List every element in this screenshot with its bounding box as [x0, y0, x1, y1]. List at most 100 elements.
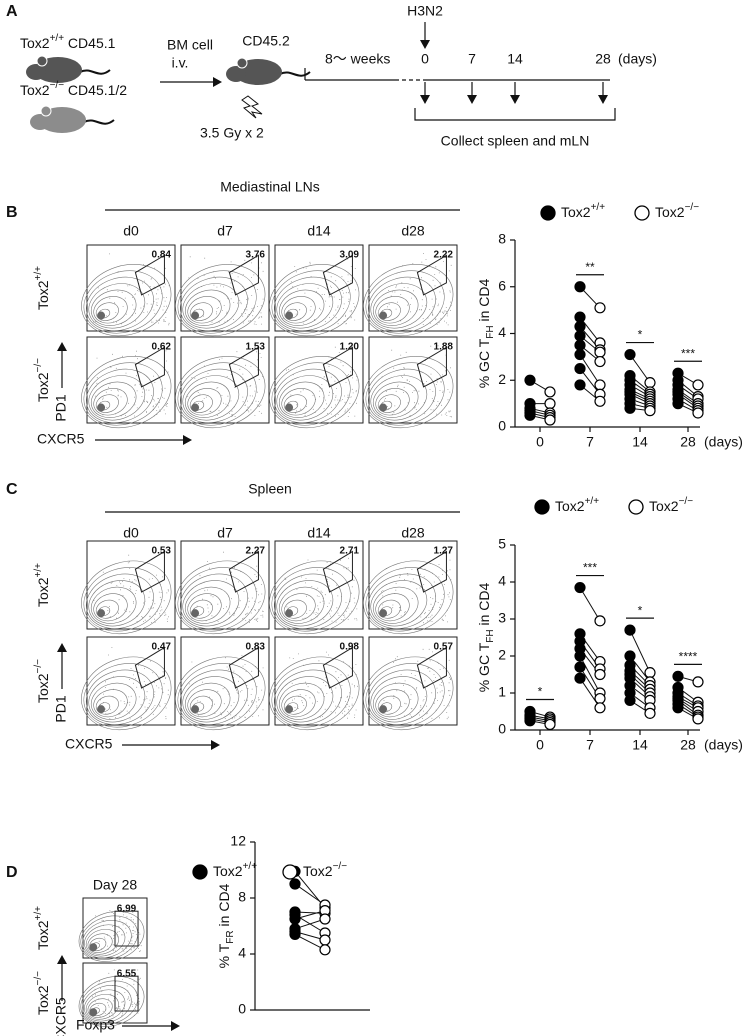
y-tick-label: 0 [498, 418, 506, 434]
flow-contour [88, 676, 146, 723]
data-point [624, 402, 636, 414]
data-point [644, 405, 656, 417]
flow-core [191, 609, 200, 618]
data-point [574, 281, 586, 293]
legend-label-part: −/− [333, 861, 348, 872]
data-point [594, 692, 606, 705]
flow-contour [363, 264, 454, 336]
flow-core [285, 705, 294, 714]
flow-contour [83, 663, 163, 728]
data-point [289, 928, 301, 941]
data-point [672, 398, 684, 410]
flow-core [97, 705, 106, 714]
arrow-head [467, 95, 477, 104]
y-tick-label: 0 [238, 1001, 246, 1017]
data-point [594, 355, 606, 368]
significance-label: * [638, 328, 643, 342]
x-axis-label: Foxp3 [76, 1017, 115, 1033]
column-label: d28 [401, 525, 425, 541]
flow-gate [134, 646, 165, 689]
mouse-head [26, 64, 46, 80]
flow-contour [177, 663, 257, 728]
y-axis-title-part: FH [485, 629, 496, 642]
column-label: d0 [123, 525, 139, 541]
flow-core [285, 609, 294, 618]
significance-label: * [538, 685, 543, 699]
gate-value: 0.83 [246, 642, 266, 653]
data-point [574, 362, 586, 375]
flow-contour [365, 270, 445, 334]
legend-label: Tox2−/− [649, 496, 693, 514]
flow-contour [368, 368, 436, 423]
panel-letter: A [6, 3, 18, 20]
infection-label: H3N2 [407, 3, 443, 19]
row-label-part: +/+ [33, 266, 44, 281]
flow-core [379, 403, 388, 412]
flow-contour [368, 669, 436, 725]
y-axis-title-part: in CD4 [476, 583, 492, 630]
data-point [692, 407, 704, 419]
flow-contour [187, 296, 222, 324]
flow-contour [276, 580, 334, 627]
wait-label: 8～ weeks [325, 51, 390, 67]
pair-line [579, 587, 601, 622]
y-tick-label: 2 [498, 647, 506, 663]
data-point [544, 386, 556, 398]
flow-contour [81, 560, 172, 634]
x-tick-label: 7 [586, 737, 594, 753]
flow-contour [175, 356, 266, 428]
legend-marker [282, 864, 298, 880]
y-axis-title-part: FH [485, 325, 496, 338]
y-axis-title-part: % GC T [476, 642, 492, 692]
row-label: Tox2−/− [33, 971, 51, 1015]
x-tick-label: 14 [632, 737, 648, 753]
flow-core [379, 311, 388, 320]
legend-label-part: +/+ [585, 496, 600, 507]
legend-label-part: Tox2 [555, 498, 585, 514]
pair-line [629, 629, 651, 673]
legend-marker [534, 499, 550, 515]
gate-value: 0.53 [152, 546, 172, 557]
mouse-tail [279, 71, 311, 77]
flow-contour [276, 375, 334, 421]
panel-letter: D [6, 864, 18, 881]
row-label: Tox2+/+ [33, 906, 51, 950]
flow-gate [322, 346, 353, 388]
data-point [544, 718, 556, 731]
flow-contour [278, 586, 325, 624]
flow-contour [368, 276, 436, 331]
flow-contour [278, 289, 325, 326]
flow-contour [184, 682, 231, 720]
flow-contour [180, 368, 248, 423]
arrow-head [598, 95, 608, 104]
y-axis-title-part: in CD4 [476, 279, 492, 326]
flow-contour [377, 599, 401, 619]
flow-contour [375, 388, 410, 416]
flow-contour [81, 264, 172, 336]
row-label-part: +/+ [33, 563, 44, 578]
flow-contour [281, 388, 316, 416]
column-label: d7 [217, 223, 233, 239]
flow-core [191, 311, 200, 320]
flow-contour [177, 567, 257, 632]
row-label-part: Tox2 [35, 985, 51, 1015]
legend-label-part: Tox2 [655, 204, 685, 220]
y-tick-label: 1 [498, 684, 506, 700]
flow-gate [416, 346, 447, 388]
flow-contour [86, 669, 154, 725]
flow-contour [93, 593, 128, 622]
flow-contour [276, 676, 334, 723]
pair-line [579, 655, 601, 694]
data-point [692, 676, 704, 688]
flow-contour [372, 381, 419, 418]
flow-contour [189, 302, 213, 321]
legend-label: Tox2−/− [655, 202, 699, 220]
gate-value: 0.84 [152, 250, 172, 261]
y-tick-label: 4 [238, 945, 246, 961]
data-point [644, 667, 656, 679]
legend-marker [634, 205, 650, 221]
y-tick-label: 8 [238, 889, 246, 905]
row-label-part: −/− [33, 358, 44, 373]
flow-events [187, 550, 264, 623]
